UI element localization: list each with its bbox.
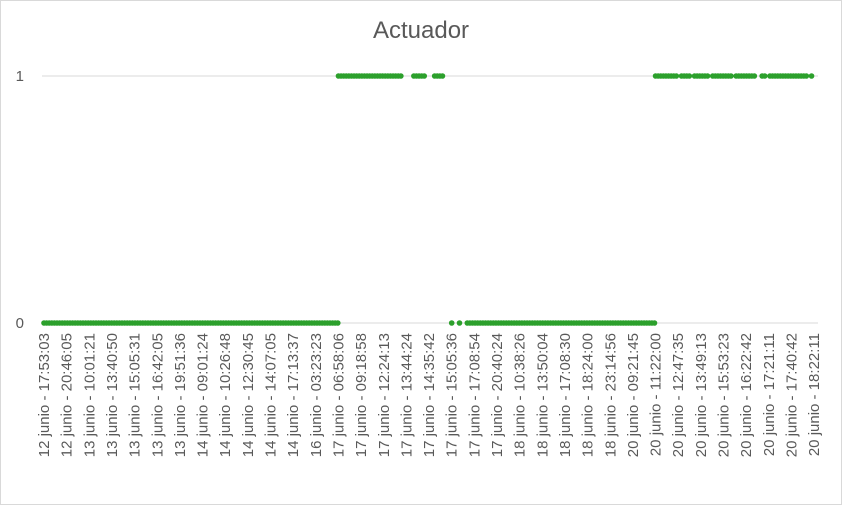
- data-point: [728, 73, 734, 79]
- x-tick-label: 12 junio - 20:46:05: [59, 333, 76, 457]
- x-tick-label: 17 junio - 14:35:42: [421, 333, 438, 457]
- x-tick-label: 18 junio - 17:08:30: [557, 333, 574, 457]
- data-point: [439, 73, 446, 79]
- data-point: [673, 73, 680, 79]
- y-tick-label: 1: [16, 68, 24, 85]
- x-tick-label: 17 junio - 20:40:24: [489, 333, 506, 457]
- x-tick-label: 12 junio - 17:53:03: [36, 333, 53, 457]
- x-tick-label: 17 junio - 15:05:36: [444, 333, 461, 457]
- x-tick-label: 16 junio - 03:23:23: [308, 333, 325, 457]
- x-tick-label: 18 junio - 18:24:00: [580, 333, 597, 457]
- x-tick-label: 13 junio - 19:51:36: [172, 333, 189, 457]
- x-tick-label: 13 junio - 16:42:05: [149, 333, 166, 457]
- data-point: [751, 73, 758, 79]
- y-tick-label: 0: [16, 315, 24, 332]
- data-point: [651, 320, 658, 326]
- data-point: [448, 320, 455, 326]
- x-tick-label: 14 junio - 12:30:45: [240, 333, 257, 457]
- x-tick-label: 20 junio - 16:22:42: [738, 333, 755, 457]
- x-tick-label: 17 junio - 17:08:54: [466, 333, 483, 457]
- x-tick-label: 17 junio - 09:18:58: [353, 333, 370, 457]
- x-tick-label: 13 junio - 10:01:21: [81, 333, 98, 457]
- x-tick-label: 14 junio - 10:26:48: [217, 333, 234, 457]
- x-tick-label: 13 junio - 13:40:50: [104, 333, 121, 457]
- x-tick-label: 20 junio - 09:21:45: [625, 333, 642, 457]
- x-tick-label: 13 junio - 15:05:31: [127, 333, 144, 457]
- data-point: [803, 73, 810, 79]
- x-tick-label: 14 junio - 14:07:05: [263, 333, 280, 457]
- x-tick-label: 20 junio - 13:49:13: [693, 333, 710, 457]
- x-tick-label: 20 junio - 18:22:11: [806, 333, 823, 456]
- x-tick-label: 18 junio - 23:14:56: [602, 333, 619, 457]
- chart-title: Actuador: [372, 17, 470, 44]
- data-point: [421, 73, 428, 79]
- x-tick-label: 17 junio - 13:44:24: [398, 333, 415, 457]
- data-point: [398, 73, 404, 79]
- data-point: [704, 73, 711, 79]
- x-tick-label: 18 junio - 10:38:26: [512, 333, 529, 457]
- x-tick-label: 20 junio - 15:53:23: [716, 333, 733, 457]
- x-tick-label: 18 junio - 13:50:04: [534, 333, 551, 457]
- x-tick-label: 20 junio - 12:47:35: [670, 333, 687, 457]
- x-tick-label: 14 junio - 09:01:24: [195, 333, 212, 457]
- x-tick-label: 17 junio - 06:58:06: [330, 333, 347, 457]
- x-tick-label: 20 junio - 17:21:11: [761, 333, 778, 456]
- x-tick-label: 20 junio - 17:40:42: [783, 333, 800, 457]
- x-tick-label: 20 junio - 11:22:00: [648, 333, 665, 456]
- x-tick-label: 14 junio - 17:13:37: [285, 333, 302, 457]
- data-point: [335, 320, 341, 326]
- data-point: [808, 73, 815, 79]
- data-point: [761, 73, 768, 79]
- x-tick-label: 17 junio - 12:24:13: [376, 333, 393, 457]
- data-point: [686, 73, 693, 79]
- data-point: [456, 320, 463, 326]
